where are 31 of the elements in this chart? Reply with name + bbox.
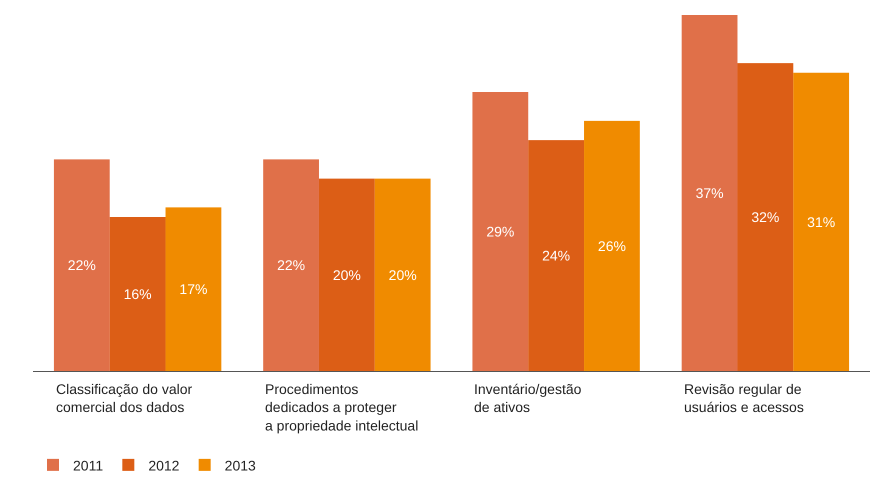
bar bbox=[584, 120, 640, 371]
bar bbox=[166, 207, 222, 371]
data-label: 20% bbox=[388, 266, 417, 283]
legend-label: 2013 bbox=[224, 457, 256, 474]
bar bbox=[472, 92, 528, 371]
data-label: 31% bbox=[807, 214, 836, 230]
bar bbox=[528, 140, 584, 371]
legend-label: 2011 bbox=[73, 457, 104, 474]
data-label: 16% bbox=[124, 286, 152, 302]
x-tick-label: Revisão regular de usuários e acessos bbox=[684, 381, 804, 416]
bar bbox=[374, 178, 431, 371]
data-label: 17% bbox=[179, 281, 208, 298]
bar bbox=[110, 217, 166, 371]
bar bbox=[682, 15, 738, 371]
bar bbox=[54, 159, 110, 371]
data-label: 32% bbox=[751, 209, 780, 226]
bar bbox=[793, 72, 850, 371]
bar bbox=[263, 159, 319, 371]
data-label: 20% bbox=[332, 266, 361, 283]
bar bbox=[318, 178, 375, 371]
data-label: 24% bbox=[542, 248, 570, 264]
data-label: 22% bbox=[277, 257, 306, 274]
x-tick-label: Procedimentos dedicados a proteger a propriedade intelectual bbox=[265, 381, 418, 434]
data-label: 29% bbox=[486, 223, 514, 240]
bar bbox=[737, 63, 794, 371]
legend-label: 2012 bbox=[148, 457, 180, 474]
x-tick-label: Classificação do valor comercial dos dados bbox=[56, 381, 193, 416]
data-label: 37% bbox=[696, 185, 724, 201]
data-label: 22% bbox=[68, 257, 96, 274]
x-tick-label: Inventário/gestão de ativos bbox=[474, 381, 582, 416]
data-label: 26% bbox=[598, 238, 626, 254]
